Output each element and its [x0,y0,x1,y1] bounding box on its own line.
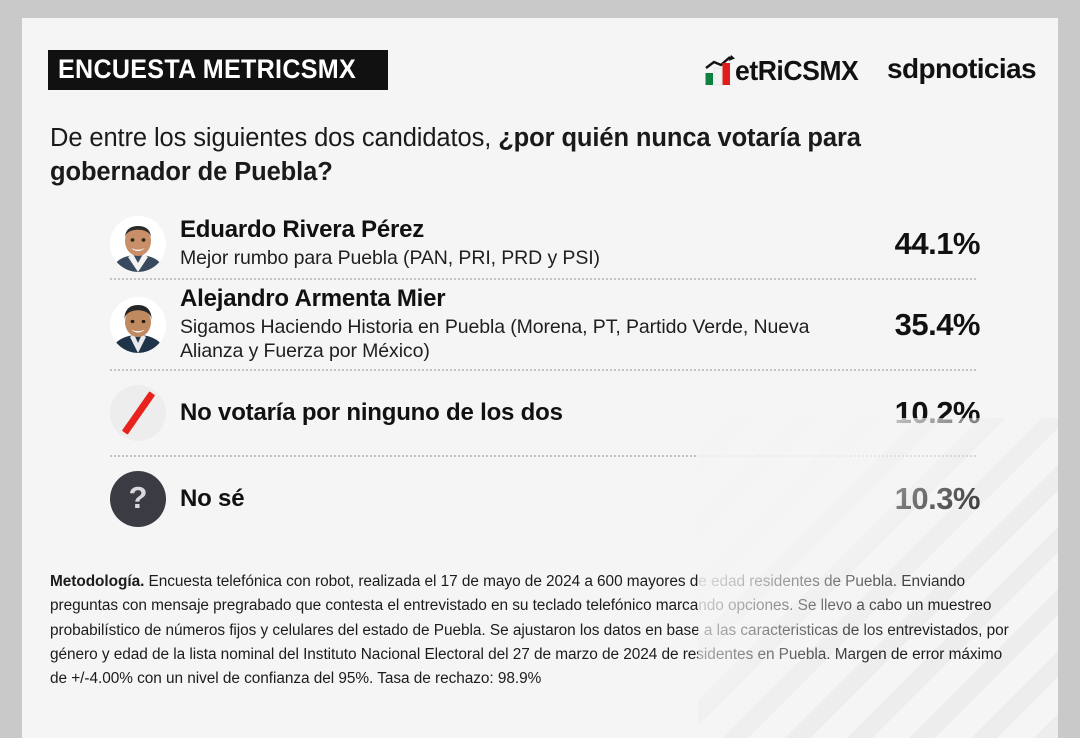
option-label: No sé [180,485,245,513]
question-bold-part: ¿por quién nunca votaría para gobernador… [50,124,861,186]
bar-chart-arrow-icon [703,54,737,86]
methodology-label: Metodología. [50,573,145,590]
result-text-block: No sé [180,485,860,513]
result-text-block: Eduardo Rivera Pérez Mejor rumbo para Pu… [180,217,860,270]
header: ENCUESTA METRICSMX etRiCSMX sdpnoticias [22,18,1058,110]
result-percentage: 35.4% [894,306,981,342]
methodology-text: Encuesta telefónica con robot, realizada… [50,573,1009,688]
question-normal-part: De entre los siguientes dos candidatos, [50,124,499,152]
metricsmx-logo: etRiCSMX [703,52,865,86]
poster-card: ENCUESTA METRICSMX etRiCSMX sdpnoticias [22,18,1058,738]
candidate-party: Sigamos Haciendo Historia en Puebla (Mor… [180,315,810,363]
poll-question: De entre los siguientes dos candidatos, … [50,122,950,189]
methodology-note: Metodología. Encuesta telefónica con rob… [50,570,1010,692]
result-row: No votaría por ninguno de los dos 10.2% [110,371,981,455]
result-row: Eduardo Rivera Pérez Mejor rumbo para Pu… [110,210,981,278]
row-separator [110,369,976,372]
row-separator [110,455,976,458]
brand-bar: etRiCSMX sdpnoticias [703,52,1037,86]
sdpnoticias-wordmark: sdpnoticias [887,53,1037,84]
result-percentage: 10.3% [894,481,981,517]
candidate-party: Mejor rumbo para Puebla (PAN, PRI, PRD y… [180,247,600,270]
metricsmx-wordmark: etRiCSMX [735,55,859,86]
question-mark-icon: ? [110,471,166,528]
result-percentage: 10.2% [894,395,981,431]
page-title: ENCUESTA METRICSMX [58,54,356,84]
result-text-block: No votaría por ninguno de los dos [180,399,860,427]
option-label: No votaría por ninguno de los dos [180,399,563,427]
title-banner: ENCUESTA METRICSMX [48,50,389,90]
avatar [110,296,166,353]
result-text-block: Alejandro Armenta Mier Sigamos Haciendo … [180,285,860,363]
slash-bar [121,391,155,435]
question-mark-glyph: ? [128,479,148,515]
candidate-name: Eduardo Rivera Pérez [180,216,425,244]
result-row: ? No sé 10.3% [110,457,981,541]
avatar [110,216,166,272]
red-slash-icon [110,385,166,442]
row-separator [110,278,976,280]
result-row: Alejandro Armenta Mier Sigamos Haciendo … [110,280,981,369]
candidate-name: Alejandro Armenta Mier [180,285,446,312]
results-list: Eduardo Rivera Pérez Mejor rumbo para Pu… [110,210,981,541]
result-percentage: 44.1% [894,226,981,261]
